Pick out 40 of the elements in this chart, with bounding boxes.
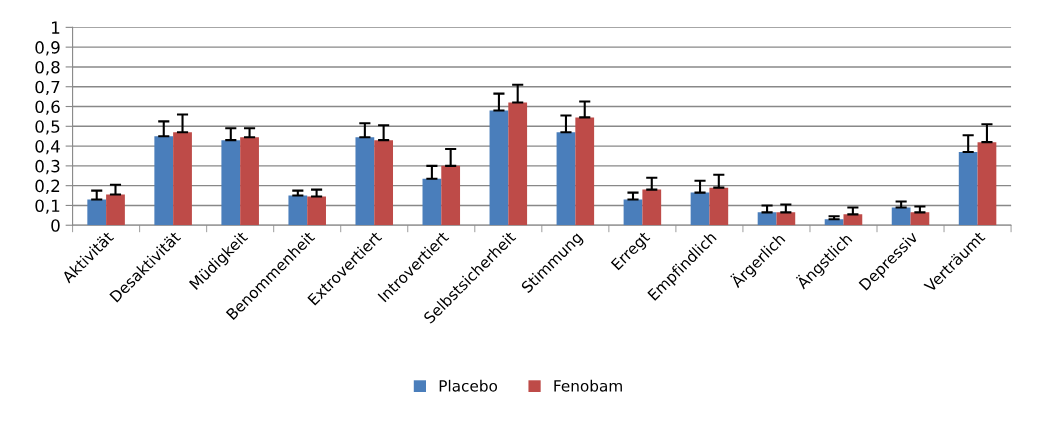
bar bbox=[240, 137, 259, 226]
y-tick-label: 0,5 bbox=[35, 120, 60, 135]
bar bbox=[891, 207, 911, 226]
bar bbox=[843, 214, 863, 226]
y-tick-label: 0,8 bbox=[35, 60, 60, 76]
bar bbox=[173, 132, 192, 226]
bar bbox=[556, 132, 576, 226]
bar bbox=[106, 194, 125, 226]
bar bbox=[221, 140, 241, 226]
bar bbox=[776, 212, 796, 226]
y-tick-label: 0 bbox=[51, 219, 60, 232]
bar bbox=[355, 137, 375, 226]
y-tick-label: 0,3 bbox=[35, 159, 60, 175]
bar bbox=[958, 152, 978, 226]
y-tick-label: 0,4 bbox=[35, 140, 60, 155]
y-tick-label: 0,9 bbox=[35, 41, 60, 56]
bar bbox=[307, 196, 326, 226]
bar bbox=[757, 212, 777, 226]
y-tick-label: 0,7 bbox=[35, 80, 60, 95]
bar bbox=[422, 178, 442, 226]
bar bbox=[288, 195, 308, 226]
y-tick-label: 0,1 bbox=[35, 199, 60, 214]
bar bbox=[154, 136, 174, 226]
bar bbox=[87, 199, 107, 226]
y-tick-label: 1 bbox=[52, 21, 60, 34]
bar bbox=[508, 102, 528, 226]
bar bbox=[642, 189, 662, 226]
bar bbox=[489, 110, 509, 226]
bar bbox=[690, 192, 710, 226]
y-tick-label: 0,2 bbox=[35, 179, 60, 194]
legend-label: Placebo bbox=[439, 379, 498, 392]
bar bbox=[910, 212, 930, 226]
bar bbox=[977, 142, 997, 226]
bar bbox=[441, 165, 461, 226]
bar bbox=[575, 117, 595, 226]
bar bbox=[709, 187, 729, 226]
bar bbox=[623, 199, 643, 226]
bar bbox=[374, 140, 394, 226]
legend-label: Fenobam bbox=[554, 379, 622, 392]
y-tick-label: 0,6 bbox=[35, 100, 60, 115]
